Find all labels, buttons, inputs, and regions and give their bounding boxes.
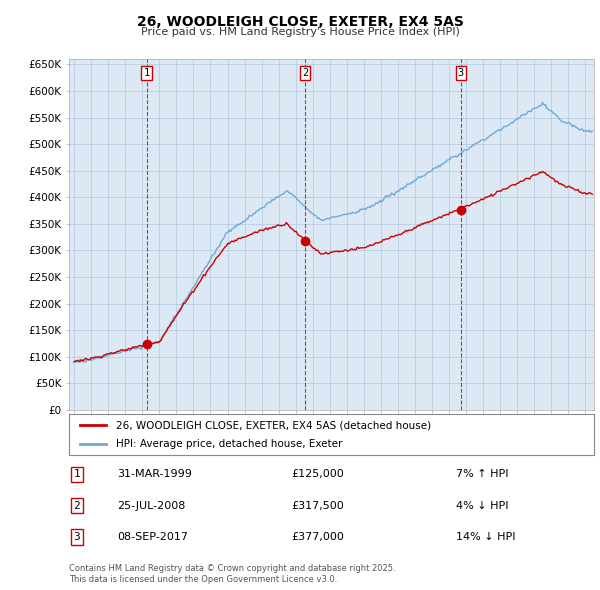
Text: HPI: Average price, detached house, Exeter: HPI: Average price, detached house, Exet… — [116, 440, 343, 450]
Text: 3: 3 — [73, 532, 80, 542]
Text: This data is licensed under the Open Government Licence v3.0.: This data is licensed under the Open Gov… — [69, 575, 337, 584]
Text: 26, WOODLEIGH CLOSE, EXETER, EX4 5AS (detached house): 26, WOODLEIGH CLOSE, EXETER, EX4 5AS (de… — [116, 420, 431, 430]
Text: 3: 3 — [458, 68, 464, 78]
Text: 26, WOODLEIGH CLOSE, EXETER, EX4 5AS: 26, WOODLEIGH CLOSE, EXETER, EX4 5AS — [137, 15, 463, 29]
Text: 4% ↓ HPI: 4% ↓ HPI — [456, 501, 509, 510]
Text: £125,000: £125,000 — [292, 470, 344, 479]
Text: 25-JUL-2008: 25-JUL-2008 — [117, 501, 185, 510]
Text: 1: 1 — [73, 470, 80, 479]
Text: £317,500: £317,500 — [292, 501, 344, 510]
Text: 14% ↓ HPI: 14% ↓ HPI — [456, 532, 515, 542]
Text: £377,000: £377,000 — [292, 532, 344, 542]
Text: 08-SEP-2017: 08-SEP-2017 — [117, 532, 188, 542]
Text: 2: 2 — [73, 501, 80, 510]
Text: 2: 2 — [302, 68, 308, 78]
Text: Contains HM Land Registry data © Crown copyright and database right 2025.: Contains HM Land Registry data © Crown c… — [69, 565, 395, 573]
Text: 31-MAR-1999: 31-MAR-1999 — [117, 470, 192, 479]
Text: Price paid vs. HM Land Registry's House Price Index (HPI): Price paid vs. HM Land Registry's House … — [140, 27, 460, 37]
Text: 7% ↑ HPI: 7% ↑ HPI — [456, 470, 509, 479]
Text: 1: 1 — [143, 68, 149, 78]
